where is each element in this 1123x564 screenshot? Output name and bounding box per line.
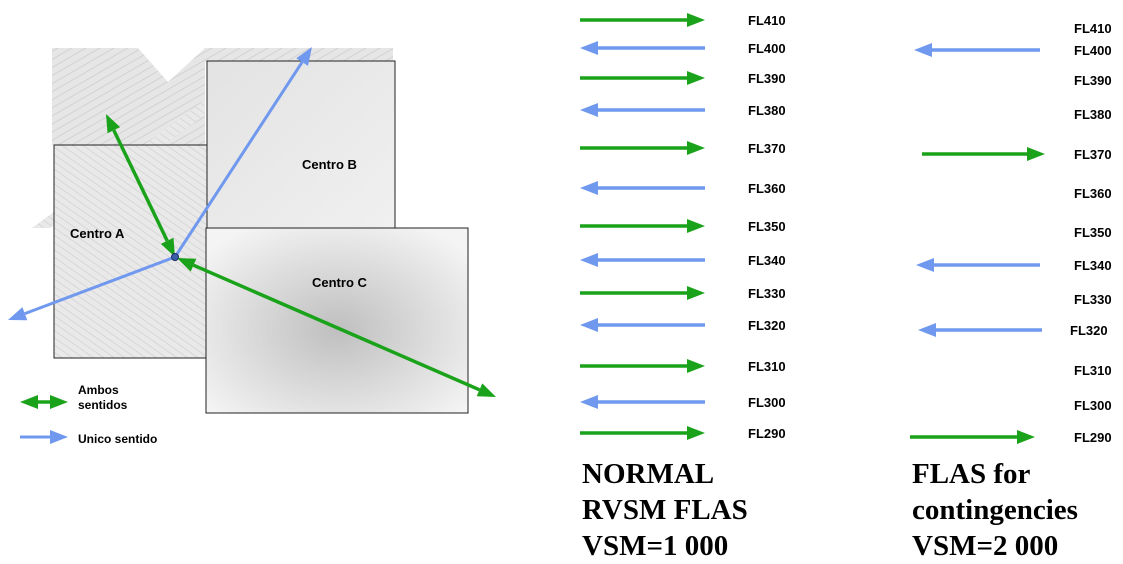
- westbound-arrow-head: [580, 318, 598, 332]
- sector-b-label: Centro B: [302, 157, 357, 172]
- contingency-caption: FLAS for contingencies VSM=2 000: [912, 456, 1078, 564]
- eastbound-arrow-head: [687, 219, 705, 233]
- contingency-caption-line3: VSM=2 000: [912, 530, 1059, 562]
- sector-c: [205, 227, 469, 414]
- route-west-arrow-head: [8, 307, 28, 321]
- route-b-line: [173, 61, 304, 258]
- map-routes: [8, 47, 496, 397]
- flight-level-label: FL350: [1074, 225, 1112, 240]
- flight-level-label: FL400: [1074, 43, 1112, 58]
- route-west-arrow: [24, 255, 176, 316]
- flight-level-label: FL380: [1074, 107, 1112, 122]
- normal-caption-line3: VSM=1 000: [582, 530, 729, 562]
- eastbound-arrow-head: [1017, 430, 1035, 444]
- flight-level-label: FL410: [1074, 21, 1112, 36]
- eastbound-arrow-head: [687, 359, 705, 373]
- route-b-line-head: [296, 47, 312, 66]
- sector-a-label: Centro A: [70, 226, 125, 241]
- eastbound-arrow-head: [687, 71, 705, 85]
- route-a-arrow-head: [160, 237, 175, 257]
- crossing-point: [171, 253, 179, 261]
- route-a-arrow: [112, 129, 169, 242]
- flight-level-label: FL350: [748, 219, 786, 234]
- flight-level-label: FL320: [1070, 323, 1108, 338]
- westbound-arrow-head: [918, 323, 936, 337]
- flight-level-label: FL290: [1074, 430, 1112, 445]
- background-region-top: [52, 48, 393, 145]
- sector-c-label: Centro C: [312, 275, 368, 290]
- flight-level-label: FL320: [748, 318, 786, 333]
- westbound-arrow-head: [580, 103, 598, 117]
- westbound-arrow-head: [580, 181, 598, 195]
- normal-caption: NORMAL RVSM FLAS VSM=1 000: [582, 456, 748, 564]
- legend-both-arrow-tail-head: [20, 395, 38, 409]
- flight-level-label: FL340: [1074, 258, 1112, 273]
- normal-caption-line2: RVSM FLAS: [582, 494, 748, 526]
- flight-level-label: FL360: [748, 181, 786, 196]
- flight-level-label: FL360: [1074, 186, 1112, 201]
- westbound-arrow-head: [916, 258, 934, 272]
- westbound-arrow-head: [580, 253, 598, 267]
- flight-level-label: FL310: [1074, 363, 1112, 378]
- flight-level-label: FL300: [1074, 398, 1112, 413]
- flight-level-label: FL370: [1074, 147, 1112, 162]
- flight-level-label: FL370: [748, 141, 786, 156]
- eastbound-arrow-head: [1027, 147, 1045, 161]
- flight-level-label: FL390: [1074, 73, 1112, 88]
- westbound-arrow-head: [580, 395, 598, 409]
- sector-b: [206, 60, 396, 230]
- flight-level-label: FL300: [748, 395, 786, 410]
- eastbound-arrow-head: [687, 286, 705, 300]
- eastbound-arrow-head: [687, 141, 705, 155]
- westbound-arrow-head: [580, 41, 598, 55]
- normal-caption-line1: NORMAL: [582, 458, 715, 490]
- flight-level-label: FL310: [748, 359, 786, 374]
- eastbound-arrow-head: [687, 426, 705, 440]
- route-c-arrow-head: [476, 383, 496, 397]
- legend-both-arrow-head: [50, 395, 68, 409]
- route-c-arrow: [192, 263, 481, 392]
- normal-flight-levels: FL410 FL400 FL390 FL380 FL370 FL360 FL350 FL340…: [580, 13, 786, 441]
- westbound-arrow-head: [914, 43, 932, 57]
- legend-single-arrow-head: [50, 430, 68, 444]
- flight-level-label: FL410: [748, 13, 786, 28]
- flight-level-label: FL380: [748, 103, 786, 118]
- legend-both-line1: Ambos: [78, 383, 119, 397]
- contingency-caption-line2: contingencies: [912, 494, 1078, 526]
- legend: [20, 395, 68, 444]
- sector-a: [53, 144, 208, 359]
- route-a-arrow-tail-head: [106, 114, 121, 134]
- eastbound-arrow-head: [687, 13, 705, 27]
- flight-level-label: FL290: [748, 426, 786, 441]
- contingency-caption-line1: FLAS for: [912, 458, 1031, 490]
- contingency-flight-levels: FL410 FL400 FL390 FL380 FL370 FL360 FL350 FL340…: [910, 21, 1112, 445]
- flight-level-label: FL400: [748, 41, 786, 56]
- flight-level-label: FL330: [748, 286, 786, 301]
- route-c-arrow-tail-head: [177, 258, 197, 272]
- flight-level-label: FL330: [1074, 292, 1112, 307]
- legend-single-label: Unico sentido: [78, 432, 157, 446]
- flight-level-label: FL340: [748, 253, 786, 268]
- legend-both-line2: sentidos: [78, 398, 128, 412]
- flight-level-label: FL390: [748, 71, 786, 86]
